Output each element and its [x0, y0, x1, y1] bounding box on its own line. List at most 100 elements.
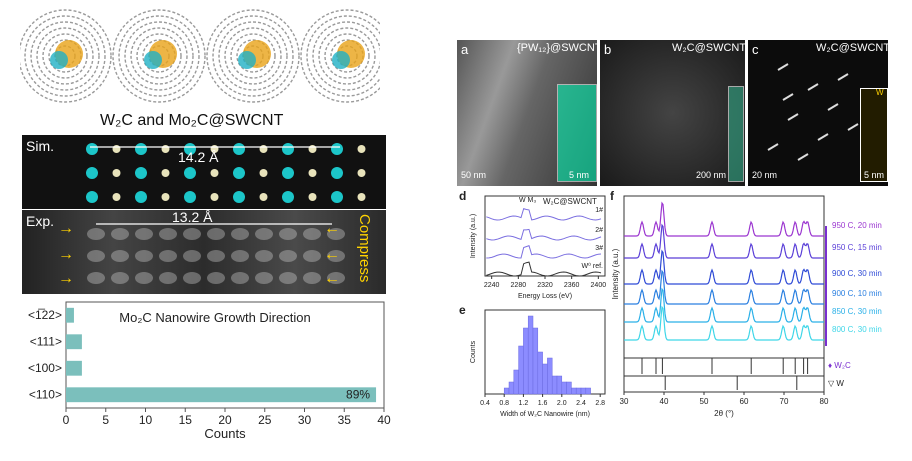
sim-atom [86, 167, 98, 179]
eels-series-3 [486, 261, 602, 277]
speck-5 [817, 133, 829, 141]
exp-spot [207, 250, 225, 262]
panel-c-inset-label: W [876, 88, 884, 97]
sim-atom [112, 145, 121, 153]
bar-label-2: <100> [28, 361, 62, 375]
exp-spot [183, 250, 201, 262]
eels-series-label-1: 2# [595, 227, 603, 234]
exp-panel: → ← → ← → ← Exp. 13.2 Å Compress [22, 209, 386, 294]
xtick-label-10: 10 [139, 413, 153, 427]
nanotube-ring [124, 21, 194, 91]
exp-spot [159, 250, 177, 262]
exp-spot [231, 272, 249, 284]
sim-atoms [86, 143, 366, 203]
speck-7 [837, 73, 849, 81]
sim-atom [210, 193, 219, 201]
eels-series-0 [486, 207, 602, 221]
xrd-series-2 [624, 249, 824, 285]
exp-spot [87, 228, 105, 240]
panel-a-scale1: 50 nm [461, 170, 487, 180]
panel-b-scale1: 200 nm [696, 170, 727, 180]
eels-series-1 [486, 228, 602, 241]
nanowire-core-atoms [238, 51, 256, 69]
exp-spot [159, 228, 177, 240]
speck-1 [807, 83, 819, 91]
xrd-xlabel: 2θ (°) [714, 409, 734, 418]
eels-xtick-label-2240: 2240 [484, 282, 500, 289]
sim-atom [357, 169, 366, 177]
exp-image: → ← → ← → ← [58, 220, 345, 287]
sim-atom [308, 193, 317, 201]
panel-a-inset [557, 84, 597, 182]
hist-bar-1 [508, 381, 515, 395]
exp-label: Exp. [26, 213, 55, 229]
panel-b-title: W₂C@SWCNTs [672, 42, 751, 54]
sim-atom [112, 169, 121, 177]
bar-label-1: <111> [30, 334, 62, 348]
xrd-series-label-1: 950 C, 15 min [832, 243, 882, 252]
nanotube-ring [218, 21, 288, 91]
sim-atom [282, 167, 294, 179]
panel-c-letter: c [752, 42, 759, 57]
hist-xtick-label-2.4: 2.4 [576, 400, 586, 407]
exp-spot [279, 272, 297, 284]
nanotube-ring [230, 33, 276, 79]
sim-atom [161, 169, 170, 177]
exp-spot [255, 250, 273, 262]
xrd-xtick-label-80: 80 [820, 397, 829, 406]
panel-a-scale2: 5 nm [569, 170, 590, 180]
sim-atom [259, 193, 268, 201]
sim-atom [357, 193, 366, 201]
sim-atom [233, 167, 245, 179]
xtick-label-35: 35 [338, 413, 352, 427]
sim-atom [233, 143, 245, 155]
eels-xtick-label-2280: 2280 [511, 282, 527, 289]
sim-atom [184, 191, 196, 203]
xtick-label-5: 5 [102, 413, 109, 427]
sim-atom [135, 191, 147, 203]
xrd-series-1 [624, 223, 824, 259]
bar-2 [66, 360, 82, 376]
hist-xtick-label-2.8: 2.8 [595, 400, 605, 407]
bar-xlabel: Counts [204, 426, 246, 441]
exp-spot [183, 228, 201, 240]
nanotube-ring [24, 15, 106, 97]
nanotube-ring [324, 33, 370, 79]
right-arrow: ← [324, 220, 340, 237]
eels-series-label-3: W⁰ ref. [582, 262, 604, 270]
nanotube-ring [20, 9, 112, 103]
xrd-series-5 [624, 305, 824, 341]
exp-spot [303, 228, 321, 240]
hist-bar-2 [513, 369, 519, 395]
exp-spot [279, 250, 297, 262]
panel-e-letter: e [459, 303, 466, 317]
sim-atom [184, 143, 196, 155]
sim-panel: Sim. 14.2 Å [22, 135, 386, 209]
nanotube-models [20, 9, 380, 103]
panel-f-letter: f [610, 189, 615, 203]
speck-3 [827, 103, 839, 111]
w-ref-label: ▽ W [828, 379, 844, 388]
exp-spot [303, 272, 321, 284]
right-arrow: ← [324, 270, 340, 287]
xrd-ylabel: Intensity (a.u.) [611, 248, 620, 299]
xrd-series-label-3: 900 C, 10 min [832, 289, 882, 298]
exp-spot [87, 250, 105, 262]
exp-spot [207, 228, 225, 240]
speck-4 [767, 143, 779, 151]
xrd-series-label-2: 900 C, 30 min [832, 269, 882, 278]
eels-series-label-0: 1# [595, 207, 603, 214]
exp-spot [255, 228, 273, 240]
exp-spot [279, 228, 297, 240]
compress-label: Compress [356, 214, 373, 283]
nanotube-ring [118, 15, 200, 97]
hist-bar-15 [575, 387, 582, 395]
xrd-xtick-label-40: 40 [660, 397, 669, 406]
exp-spot [327, 272, 345, 284]
right-arrow: ← [324, 246, 340, 263]
sim-atom [210, 169, 219, 177]
exp-spot [135, 228, 153, 240]
sim-atom [282, 191, 294, 203]
xrd-xtick-label-60: 60 [740, 397, 749, 406]
exp-spot [159, 272, 177, 284]
